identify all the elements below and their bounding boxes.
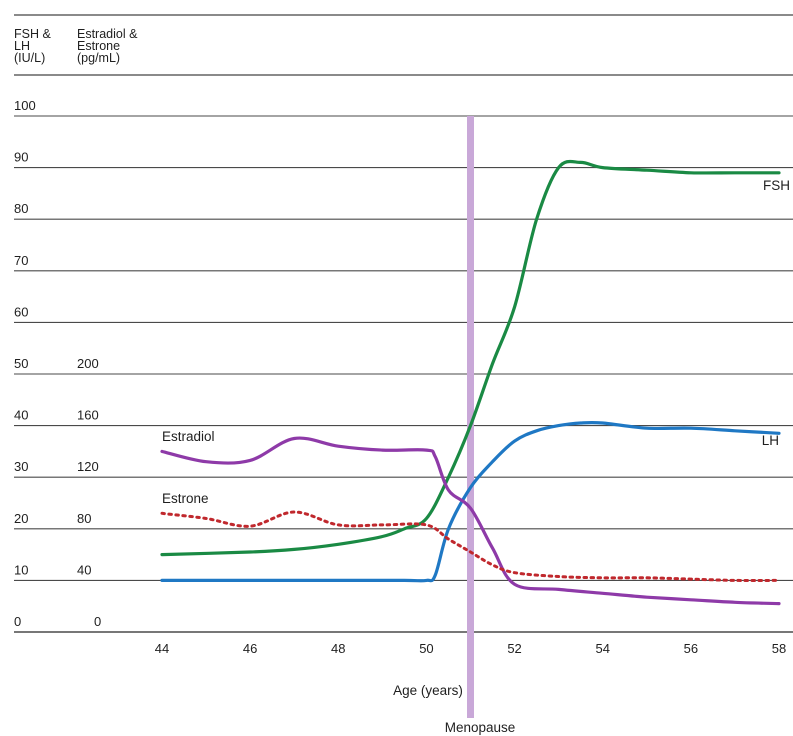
series-label-estradiol: Estradiol <box>162 429 215 444</box>
x-tick-label: 56 <box>684 641 698 656</box>
left-axis-title-line: FSH & <box>14 27 51 41</box>
left-tick-label: 40 <box>14 408 28 423</box>
menopause-marker <box>467 116 474 718</box>
right-tick-label: 160 <box>77 408 99 423</box>
left-axis-title-line: (IU/L) <box>14 51 46 65</box>
series-line-estrone <box>160 510 781 582</box>
right-axis-title-line: Estrone <box>77 39 121 53</box>
x-axis-ticks: 44 46 48 50 52 54 56 58 <box>155 641 786 656</box>
left-tick-label: 70 <box>14 253 28 268</box>
series-label-lh: LH <box>762 433 779 448</box>
left-tick-label: 90 <box>14 150 28 165</box>
x-tick-label: 50 <box>419 641 433 656</box>
x-tick-label: 46 <box>243 641 257 656</box>
left-tick-label: 60 <box>14 304 28 319</box>
x-tick-label: 58 <box>772 641 786 656</box>
series-line-fsh <box>160 159 781 557</box>
left-tick-label: 50 <box>14 356 28 371</box>
series-label-estrone: Estrone <box>162 491 209 506</box>
left-tick-label: 10 <box>14 562 28 577</box>
series-lines <box>160 159 781 606</box>
left-tick-label: 80 <box>14 201 28 216</box>
left-tick-label: 0 <box>14 614 21 629</box>
left-tick-label: 100 <box>14 98 36 113</box>
x-axis-label: Age (years) <box>393 683 463 698</box>
series-line-estradiol <box>160 436 781 606</box>
series-labels: FSH LH Estradiol Estrone <box>162 178 790 506</box>
right-axis-title-line: Estradiol & <box>77 27 138 41</box>
right-tick-label: 80 <box>77 511 91 526</box>
x-tick-label: 44 <box>155 641 169 656</box>
x-tick-label: 54 <box>595 641 609 656</box>
right-axis-title: Estradiol & Estrone (pg/mL) <box>77 27 138 65</box>
series-label-fsh: FSH <box>763 178 790 193</box>
left-axis-title: FSH & LH (IU/L) <box>14 27 51 65</box>
series-line-lh <box>160 420 781 583</box>
right-axis-title-line: (pg/mL) <box>77 51 121 65</box>
left-axis-title-line: LH <box>14 39 30 53</box>
left-y-ticks: 0 10 20 30 40 50 60 70 80 90 100 <box>14 98 36 629</box>
left-tick-label: 20 <box>14 511 28 526</box>
right-tick-label: 0 <box>94 614 101 629</box>
right-tick-label: 40 <box>77 562 91 577</box>
gridlines <box>14 115 793 633</box>
x-tick-label: 52 <box>507 641 521 656</box>
x-tick-label: 48 <box>331 641 345 656</box>
right-tick-label: 120 <box>77 459 99 474</box>
left-tick-label: 30 <box>14 459 28 474</box>
right-tick-label: 200 <box>77 356 99 371</box>
menopause-label: Menopause <box>445 720 516 735</box>
right-y-ticks: 0 40 80 120 160 200 <box>77 356 101 629</box>
